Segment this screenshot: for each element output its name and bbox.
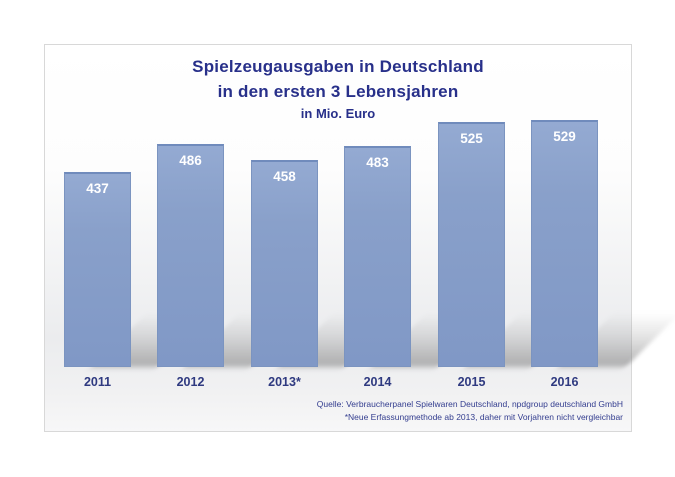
bar-2016: 529 xyxy=(531,120,598,367)
chart-panel: 437 2011 486 2012 458 2013* 483 2014 525 2015 529 2… xyxy=(44,44,675,432)
x-axis-label-2011: 2011 xyxy=(83,375,112,389)
bar-value-label-2014: 483 xyxy=(366,155,389,170)
chart-title-line2: in den ersten 3 Lebensjahren xyxy=(217,82,459,101)
x-axis-label-2014: 2014 xyxy=(363,375,392,389)
source-line1: Quelle: Verbraucherpanel Spielwaren Deut… xyxy=(316,399,623,409)
x-axis-label-2015: 2015 xyxy=(457,375,486,389)
bar-2014: 483 xyxy=(344,146,411,367)
plot-area: 437 2011 486 2012 458 2013* 483 2014 525 2015 529 2… xyxy=(45,45,675,431)
chart-title-line1: Spielzeugausgaben in Deutschland xyxy=(192,57,484,76)
chart-title-line3: in Mio. Euro xyxy=(300,106,376,121)
bar-value-label-2011: 437 xyxy=(86,181,109,196)
bar-2012: 486 xyxy=(157,144,224,367)
bar-value-label-2012: 486 xyxy=(179,153,202,168)
chart-title-block: Spielzeugausgaben in Deutschland in den … xyxy=(45,54,631,124)
source-line2: *Neue Erfassungmethode ab 2013, daher mi… xyxy=(344,412,623,422)
bar-value-label-2015: 525 xyxy=(460,131,483,146)
bar-2011: 437 xyxy=(64,172,131,367)
bar-value-label-2013: 458 xyxy=(273,169,296,184)
bar-value-label-2016: 529 xyxy=(553,129,576,144)
x-axis-label-2012: 2012 xyxy=(176,375,205,389)
bar-2015: 525 xyxy=(438,122,505,367)
x-axis-label-2016: 2016 xyxy=(550,375,579,389)
bar-2013: 458 xyxy=(251,160,318,367)
x-axis-label-2013: 2013* xyxy=(268,375,301,389)
source-note: Quelle: Verbraucherpanel Spielwaren Deut… xyxy=(317,398,623,424)
